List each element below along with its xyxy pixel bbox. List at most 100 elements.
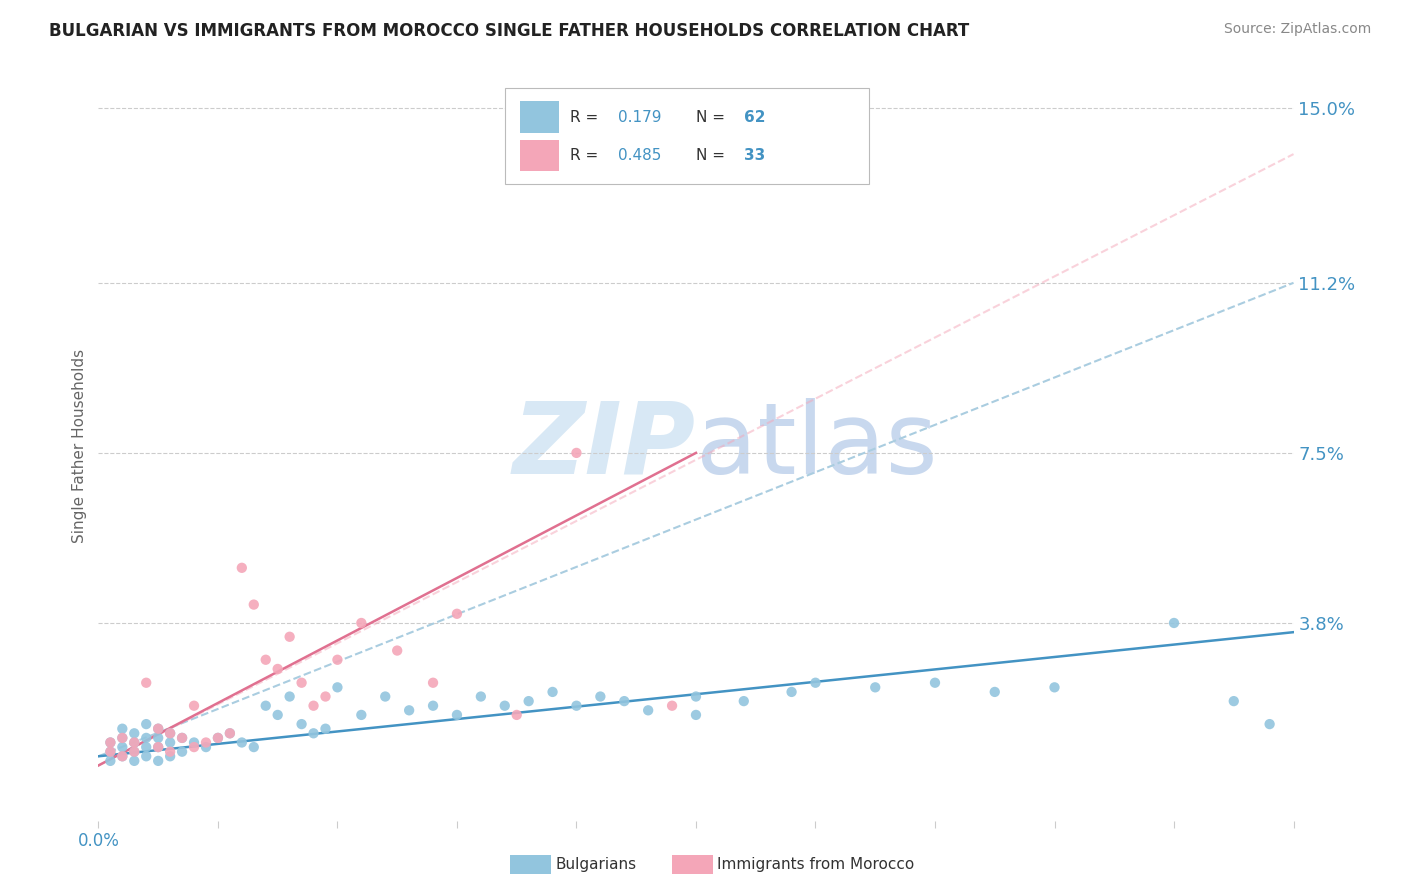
Point — [446, 607, 468, 621]
Text: 0.485: 0.485 — [619, 148, 662, 162]
FancyBboxPatch shape — [505, 87, 869, 184]
Point — [111, 740, 134, 755]
Point — [541, 685, 564, 699]
Point — [124, 726, 146, 740]
Point — [398, 703, 420, 717]
Text: atlas: atlas — [696, 398, 938, 494]
Text: ZIP: ZIP — [513, 398, 696, 494]
Point — [98, 735, 122, 749]
Point — [172, 731, 194, 745]
Point — [302, 726, 325, 740]
Point — [1223, 694, 1246, 708]
Point — [422, 675, 444, 690]
Point — [183, 735, 205, 749]
Point — [517, 694, 540, 708]
Point — [291, 717, 314, 731]
Point — [494, 698, 516, 713]
Text: BULGARIAN VS IMMIGRANTS FROM MOROCCO SINGLE FATHER HOUSEHOLDS CORRELATION CHART: BULGARIAN VS IMMIGRANTS FROM MOROCCO SIN… — [49, 22, 970, 40]
Point — [135, 731, 157, 745]
Point — [685, 690, 707, 704]
Point — [148, 722, 170, 736]
Point — [183, 740, 205, 755]
Point — [637, 703, 659, 717]
FancyBboxPatch shape — [520, 102, 558, 133]
Point — [1163, 615, 1185, 630]
Point — [207, 731, 229, 745]
Point — [231, 735, 253, 749]
Text: 0.179: 0.179 — [619, 110, 662, 125]
Point — [124, 745, 146, 759]
Text: Source: ZipAtlas.com: Source: ZipAtlas.com — [1223, 22, 1371, 37]
Point — [470, 690, 492, 704]
Point — [159, 735, 181, 749]
Point — [374, 690, 396, 704]
Point — [98, 754, 122, 768]
Point — [267, 707, 290, 722]
Point — [219, 726, 242, 740]
Point — [326, 653, 349, 667]
Point — [124, 754, 146, 768]
Text: N =: N = — [696, 110, 730, 125]
Point — [565, 446, 588, 460]
Point — [278, 630, 301, 644]
Point — [780, 685, 803, 699]
Point — [124, 735, 146, 749]
Point — [135, 740, 157, 755]
Point — [159, 726, 181, 740]
Point — [124, 745, 146, 759]
Point — [124, 735, 146, 749]
Text: Bulgarians: Bulgarians — [555, 857, 637, 871]
Point — [231, 561, 253, 575]
Text: 33: 33 — [744, 148, 765, 162]
FancyBboxPatch shape — [520, 139, 558, 171]
Point — [804, 675, 827, 690]
Point — [148, 740, 170, 755]
Point — [111, 731, 134, 745]
Point — [135, 675, 157, 690]
Point — [195, 735, 218, 749]
Point — [98, 745, 122, 759]
Point — [219, 726, 242, 740]
Point — [291, 675, 314, 690]
Point — [267, 662, 290, 676]
Point — [326, 681, 349, 695]
Text: N =: N = — [696, 148, 730, 162]
Point — [422, 698, 444, 713]
Point — [350, 707, 373, 722]
Point — [195, 740, 218, 755]
Point — [148, 722, 170, 736]
Point — [589, 690, 612, 704]
Point — [159, 749, 181, 764]
Point — [111, 731, 134, 745]
Point — [159, 726, 181, 740]
Point — [254, 653, 277, 667]
Point — [506, 707, 529, 722]
Point — [183, 698, 205, 713]
Point — [135, 717, 157, 731]
Point — [207, 731, 229, 745]
Point — [1043, 681, 1066, 695]
Point — [924, 675, 946, 690]
Text: R =: R = — [571, 148, 603, 162]
Text: Immigrants from Morocco: Immigrants from Morocco — [717, 857, 914, 871]
Point — [661, 698, 683, 713]
Point — [98, 745, 122, 759]
Point — [148, 754, 170, 768]
Point — [315, 722, 337, 736]
Point — [315, 690, 337, 704]
Text: R =: R = — [571, 110, 603, 125]
Point — [565, 698, 588, 713]
Point — [685, 707, 707, 722]
Point — [385, 643, 409, 657]
Point — [148, 740, 170, 755]
Point — [172, 731, 194, 745]
Point — [733, 694, 755, 708]
Point — [613, 694, 636, 708]
Point — [148, 731, 170, 745]
Point — [111, 722, 134, 736]
Point — [98, 735, 122, 749]
Point — [1258, 717, 1281, 731]
Point — [172, 745, 194, 759]
Point — [350, 615, 373, 630]
Point — [111, 749, 134, 764]
